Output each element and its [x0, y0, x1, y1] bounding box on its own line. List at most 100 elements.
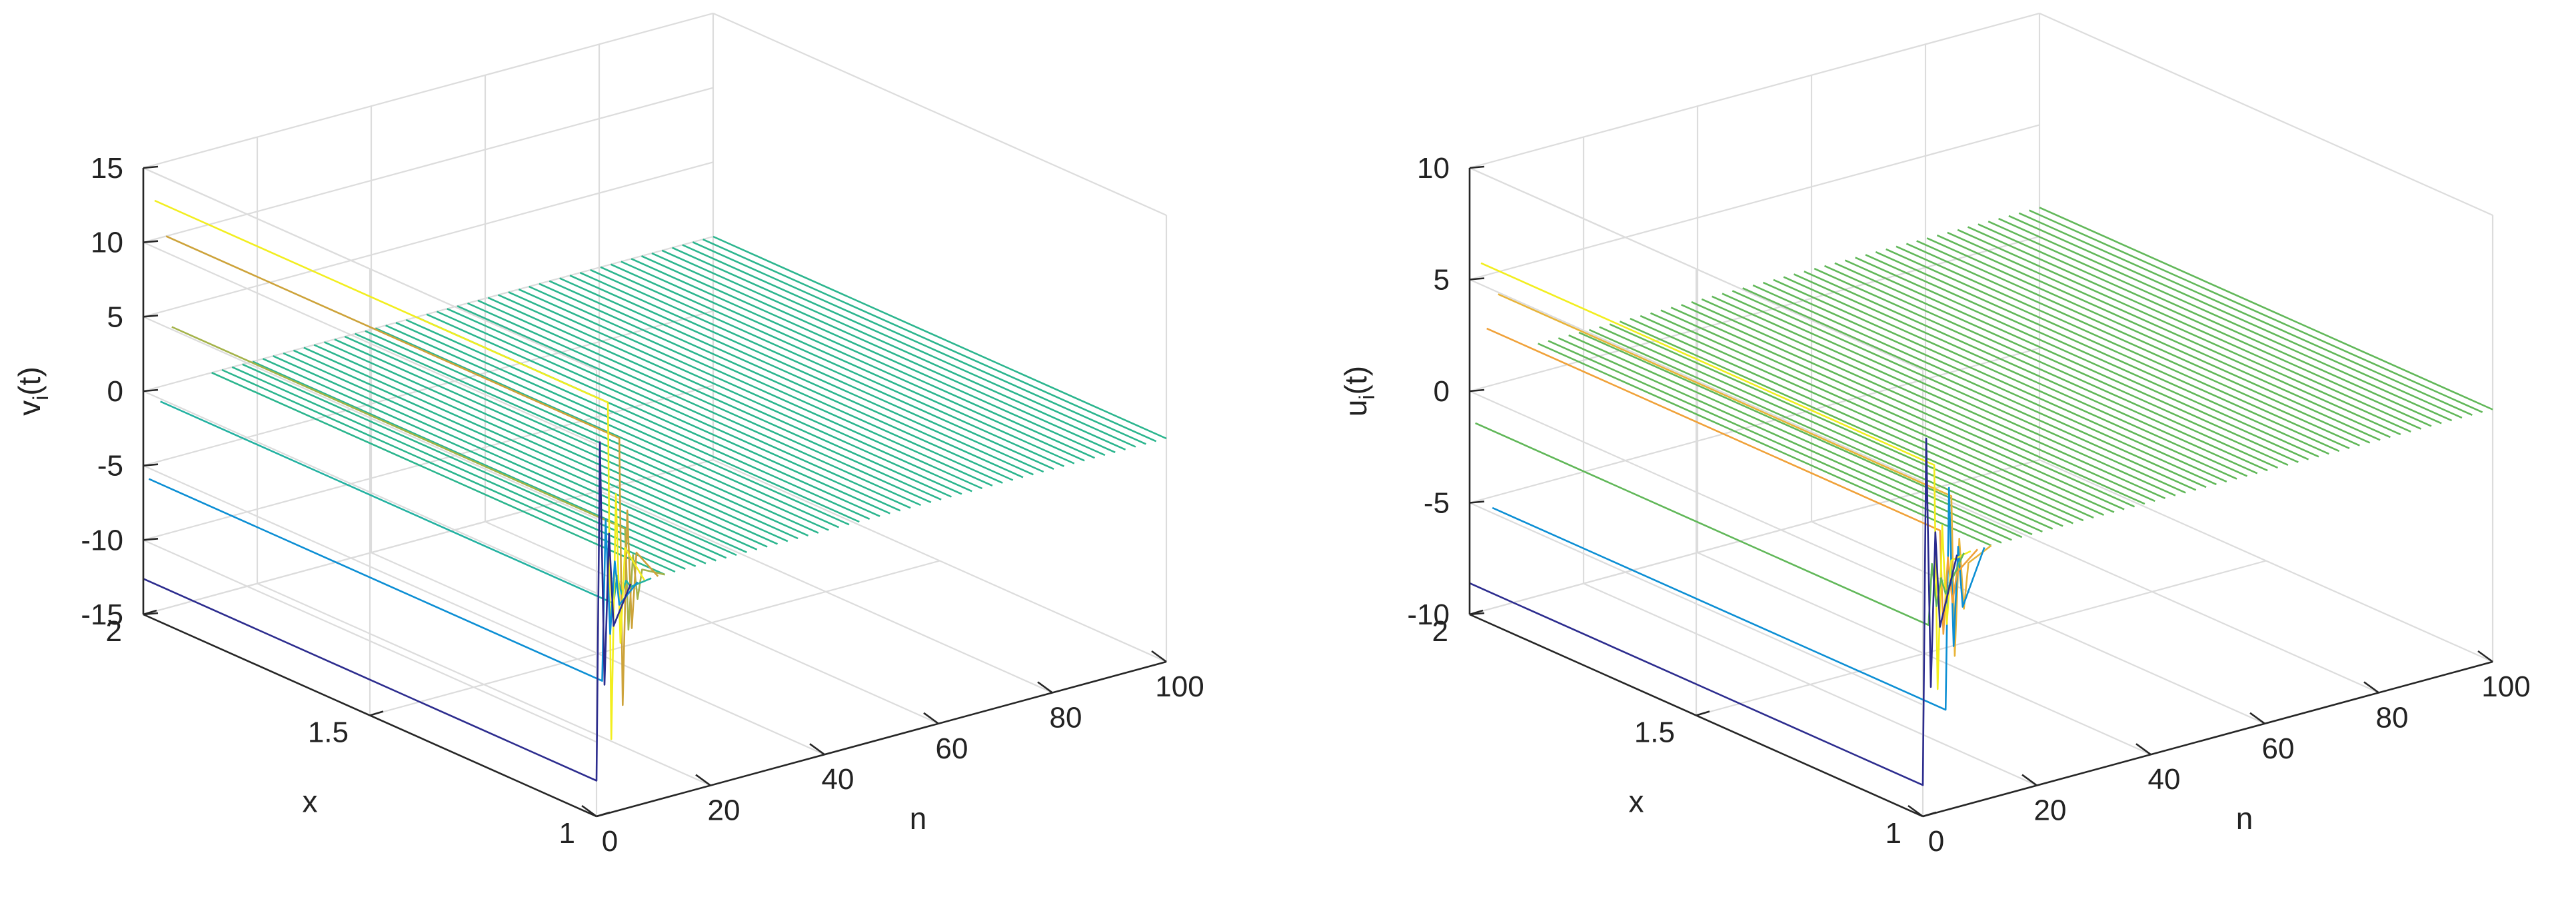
z-tick-label: 10 [91, 227, 123, 259]
series-line [1630, 317, 2084, 522]
n-tick [2135, 743, 2151, 756]
series-line [1804, 271, 2258, 474]
series-line [1475, 422, 1965, 626]
n-tick [1037, 681, 1053, 694]
series-line [2029, 209, 2483, 413]
series-line [477, 299, 932, 503]
series-line [692, 241, 1146, 445]
series-line [1640, 315, 2094, 519]
series-line [1660, 309, 2115, 513]
series-line [457, 305, 911, 509]
series-line [631, 258, 1085, 462]
series-lines [143, 199, 1167, 782]
series-line [355, 333, 809, 536]
series-line [1732, 290, 2186, 494]
v-waterfall-plot: -15 -10 -5 0 5 10 15 0 20 40 60 80 100 1 1.5 2 n x vi(t) [12, 12, 1204, 858]
series-line [508, 291, 962, 495]
n-tick-label: 20 [2034, 794, 2067, 827]
grid-line [143, 87, 714, 243]
series-line [1936, 234, 2391, 439]
z-tick-label: 15 [91, 152, 123, 185]
z-tick [1469, 500, 1485, 504]
series-line [702, 239, 1157, 443]
series-line [426, 313, 880, 517]
n-tick-label: 0 [602, 825, 618, 858]
series-line [436, 311, 890, 514]
z-tick-label: -5 [1424, 487, 1450, 520]
n-tick [695, 774, 711, 786]
series-line [447, 308, 901, 512]
z-axis-label: vi(t) [12, 367, 53, 416]
series-line [323, 341, 778, 545]
series-line [2018, 212, 2473, 416]
n-tick-label: 40 [2148, 763, 2181, 796]
series-line [154, 199, 645, 740]
n-tick [2363, 681, 2379, 694]
x-tick-label: 1.5 [1634, 716, 1675, 749]
series-line [1906, 243, 2360, 447]
series-line [497, 294, 952, 498]
grid-line [1696, 560, 2267, 716]
series-line [2039, 207, 2493, 411]
series-line [1814, 267, 2268, 472]
z-tick [143, 389, 159, 393]
grid-line [143, 464, 597, 668]
n-tick [2249, 712, 2265, 724]
series-line [1916, 240, 2371, 444]
series-line [1773, 279, 2227, 482]
series-line [1762, 281, 2217, 486]
series-line [1896, 245, 2350, 449]
n-tick-label: 0 [1928, 825, 1944, 858]
grid-line [143, 390, 597, 594]
n-axis-label: n [910, 801, 927, 836]
series-line [1926, 237, 2381, 441]
n-axis [596, 660, 1167, 818]
z-tick-label: 0 [107, 375, 123, 408]
n-tick [1151, 650, 1167, 663]
series-line [1967, 226, 2422, 430]
series-line [1538, 343, 1992, 546]
n-tick [923, 712, 939, 724]
series-line [610, 263, 1064, 467]
series-line [641, 255, 1096, 459]
series-line [518, 289, 972, 492]
grid-line [143, 241, 597, 445]
series-line [1824, 265, 2279, 469]
z-axis-label: ui(t) [1338, 366, 1379, 417]
grid-line [712, 12, 1167, 217]
series-lines [1469, 207, 2493, 786]
series-line [1855, 257, 2309, 460]
n-tick-label: 20 [708, 794, 740, 827]
n-tick-label: 80 [2376, 701, 2409, 734]
grid-line [1469, 458, 2040, 616]
z-tick [1469, 165, 1485, 169]
n-tick [581, 804, 597, 818]
series-line [1558, 337, 2012, 541]
n-axis-label: n [2236, 801, 2253, 836]
series-line [559, 277, 1014, 481]
n-tick [809, 743, 825, 756]
series-line [1599, 326, 2053, 530]
z-tick [143, 315, 159, 318]
series-line [1609, 323, 2063, 527]
series-line [549, 280, 1003, 484]
series-line [590, 269, 1044, 473]
series-line [1568, 334, 2023, 538]
series-line [1588, 329, 2043, 532]
series-line [303, 347, 758, 550]
n-tick-label: 40 [822, 763, 854, 796]
grid-line [143, 235, 714, 393]
series-line [148, 478, 639, 682]
series-line [1865, 254, 2319, 458]
series-line [661, 249, 1116, 453]
series-line [487, 297, 942, 500]
z-tick [1469, 389, 1485, 393]
z-tick-label: -10 [81, 524, 123, 556]
series-line [2008, 215, 2463, 419]
grid-line [143, 385, 714, 541]
series-line [313, 344, 768, 548]
x-tick [1469, 609, 1484, 616]
series-line [1486, 327, 1979, 635]
grid-line [143, 12, 714, 169]
